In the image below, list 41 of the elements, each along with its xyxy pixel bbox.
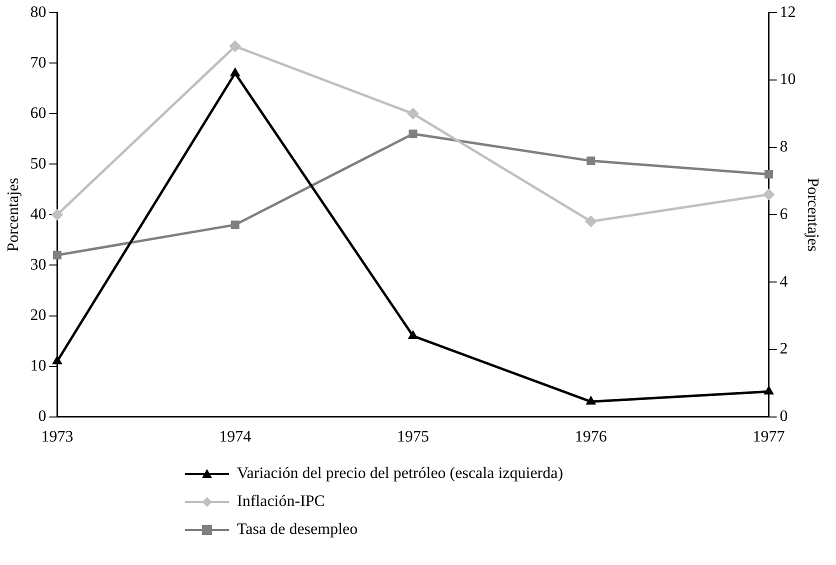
y2-axis-title: Porcentajes: [804, 178, 822, 252]
point: [586, 396, 596, 405]
x-tick-label: 1977: [752, 428, 785, 446]
y2-tick-label: 12: [780, 4, 796, 21]
x-tick-label: 1976: [574, 428, 607, 446]
y2-tick-label: 2: [780, 340, 788, 358]
point: [230, 67, 240, 76]
y-tick-label: 0: [38, 408, 46, 426]
y-tick-label: 80: [30, 4, 46, 21]
y2-tick-label: 6: [780, 206, 788, 223]
x-tick-label: 1974: [219, 428, 252, 446]
point: [764, 170, 774, 179]
legend-label: Tasa de desempleo: [237, 521, 358, 539]
y-tick-label: 30: [30, 256, 46, 274]
point: [762, 188, 775, 200]
point: [230, 220, 240, 230]
point: [407, 108, 419, 120]
y-tick-label: 70: [30, 54, 46, 72]
x-tick-label: 1973: [41, 428, 74, 446]
legend-label: Variación del precio del petróleo (escala izquierda): [237, 465, 564, 483]
y2-tick-label: 10: [780, 71, 796, 88]
point: [408, 130, 418, 138]
point: [408, 330, 418, 339]
point: [51, 208, 64, 221]
y-tick-label: 40: [30, 206, 46, 223]
legend-label: Inflación-IPC: [237, 493, 325, 511]
y-tick-label: 20: [30, 306, 46, 324]
y-tick-label: 10: [30, 357, 46, 374]
point: [584, 215, 597, 228]
y-tick-label: 60: [30, 104, 46, 122]
point: [52, 250, 62, 260]
point: [764, 386, 774, 395]
point: [586, 156, 596, 166]
point: [229, 40, 242, 52]
x-tick-label: 1975: [397, 428, 429, 446]
point: [52, 355, 62, 364]
y2-tick-label: 8: [780, 138, 788, 156]
y-axis-title: Porcentajes: [4, 178, 22, 252]
y-tick-label: 50: [30, 155, 46, 172]
y2-tick-label: 0: [780, 408, 788, 426]
y2-tick-label: 4: [780, 273, 788, 290]
